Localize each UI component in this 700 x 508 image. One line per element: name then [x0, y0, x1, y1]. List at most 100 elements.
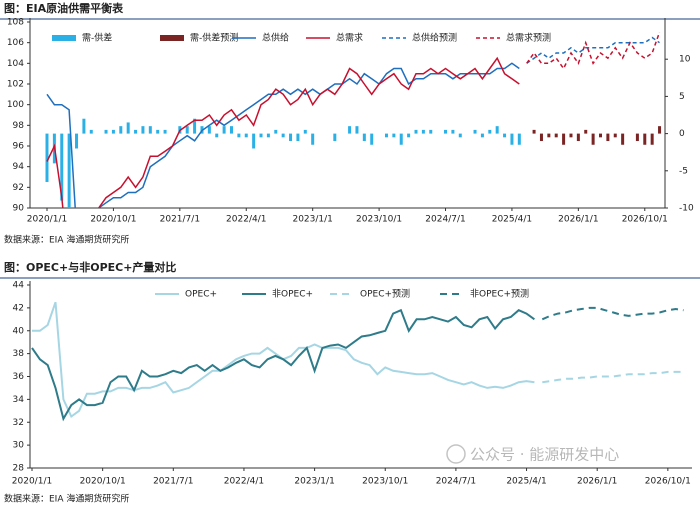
bar — [591, 133, 595, 145]
bar — [444, 129, 448, 134]
series-line — [526, 32, 661, 70]
legend-swatch — [160, 35, 184, 41]
bar — [82, 118, 86, 134]
x-tick-label: 2024/7/1 — [436, 477, 476, 487]
y-tick-label: 108 — [7, 18, 24, 28]
bar — [111, 129, 115, 134]
bar — [45, 133, 49, 182]
y-tick-label: 36 — [13, 372, 25, 382]
bar — [60, 133, 64, 201]
series-line — [46, 62, 520, 208]
bar — [230, 126, 233, 134]
y2-tick-label: 10 — [679, 55, 691, 65]
bar — [348, 126, 352, 134]
y-tick-label: 40 — [13, 326, 25, 336]
bar — [193, 118, 197, 134]
y2-tick-label: 5 — [679, 92, 685, 102]
bar — [156, 129, 160, 134]
bar — [185, 126, 189, 134]
x-tick-label: 2020/1/1 — [12, 477, 52, 487]
bar — [75, 133, 79, 149]
x-tick-label: 2020/10/1 — [90, 215, 136, 225]
bar — [421, 129, 425, 134]
y-tick-label: 30 — [13, 441, 25, 451]
x-tick-label: 2020/10/1 — [80, 477, 126, 487]
series-line — [526, 36, 660, 64]
bar — [488, 129, 492, 134]
bar — [259, 133, 263, 138]
x-tick-label: 2020/1/1 — [27, 215, 67, 225]
bar — [458, 133, 462, 138]
bar — [207, 126, 211, 134]
bar — [606, 133, 610, 142]
y-tick-label: 100 — [7, 100, 24, 110]
bar — [370, 133, 374, 145]
y-tick-label: 38 — [13, 349, 25, 359]
y-tick-label: 92 — [13, 183, 24, 193]
bar — [119, 126, 123, 134]
legend-swatch — [52, 35, 76, 41]
bar — [222, 126, 226, 134]
bar — [311, 133, 315, 145]
series-line — [542, 370, 684, 384]
plot-area — [31, 301, 684, 422]
y-tick-label: 90 — [13, 204, 25, 214]
y-tick-label: 34 — [13, 395, 25, 405]
chart-title: 图：EIA原油供需平衡表 — [4, 1, 124, 15]
series-line — [31, 308, 535, 422]
y2-tick-label: -5 — [679, 166, 688, 176]
series-line — [541, 306, 684, 321]
bar — [67, 133, 71, 208]
plot-area — [45, 32, 662, 208]
y-tick-label: 32 — [13, 418, 24, 428]
bar — [503, 133, 507, 138]
x-tick-label: 2021/7/1 — [153, 477, 193, 487]
legend-label: OPEC+ — [185, 290, 217, 300]
bar — [399, 133, 403, 145]
bar — [510, 133, 514, 145]
bar — [584, 129, 588, 134]
x-tick-label: 2026/1/1 — [577, 477, 617, 487]
bar — [237, 133, 241, 138]
legend-label: 总需求预测 — [506, 32, 551, 44]
bar — [562, 133, 566, 145]
bar — [296, 133, 300, 142]
bar — [148, 126, 152, 134]
y-tick-label: 42 — [13, 303, 24, 313]
bar — [539, 133, 543, 142]
bar — [392, 133, 396, 138]
bar — [384, 133, 388, 138]
bar — [635, 133, 639, 142]
bar — [554, 133, 558, 138]
bar — [495, 126, 499, 134]
x-tick-label: 2021/7/1 — [160, 215, 200, 225]
x-tick-label: 2023/10/1 — [356, 215, 402, 225]
y-tick-label: 104 — [7, 59, 24, 69]
bar — [274, 129, 278, 134]
x-tick-label: 2023/1/1 — [292, 215, 332, 225]
source-note: 数据来源：EIA 海通期货研究所 — [4, 234, 129, 246]
y-tick-label: 102 — [7, 80, 24, 90]
y-tick-label: 94 — [13, 162, 25, 172]
legend-label: 需-供差 — [82, 32, 112, 44]
x-tick-label: 2025/4/1 — [506, 477, 546, 487]
bar — [362, 133, 366, 142]
legend-label: 总需求 — [336, 32, 363, 44]
bar — [266, 133, 270, 138]
x-tick-label: 2022/4/1 — [226, 215, 266, 225]
y-tick-label: 96 — [13, 142, 25, 152]
y-tick-label: 44 — [13, 281, 25, 291]
legend-label: 总供给 — [262, 32, 289, 44]
legend-label: OPEC+预测 — [360, 289, 410, 300]
bar — [451, 129, 455, 134]
bar — [104, 129, 108, 134]
bar — [407, 133, 411, 138]
legend-label: 非OPEC+预测 — [470, 288, 529, 300]
y2-tick-label: 0 — [679, 129, 685, 139]
bar — [658, 126, 662, 134]
bar — [547, 133, 551, 138]
y-tick-label: 106 — [7, 38, 24, 48]
bar — [303, 129, 307, 134]
bar — [576, 133, 580, 142]
bar — [429, 129, 433, 134]
